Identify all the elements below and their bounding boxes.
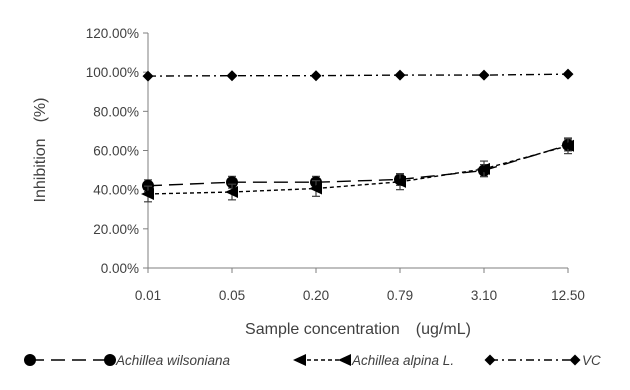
legend-label-1: Achillea alpina L.	[351, 353, 454, 368]
data-point-2	[562, 68, 574, 80]
y-tick-label: 100.00%	[86, 65, 139, 80]
legend-marker-0	[24, 354, 36, 366]
data-point-2	[478, 69, 490, 81]
data-point-1	[477, 162, 490, 175]
data-point-2	[226, 70, 238, 82]
legend-marker-2	[484, 354, 496, 366]
series-line-2	[147, 73, 569, 77]
legend-label-2: VC	[582, 353, 601, 368]
x-tick-label: 12.50	[551, 288, 585, 303]
data-point-1	[309, 182, 322, 195]
y-tick-label: 80.00%	[93, 104, 139, 119]
y-tick-label: 0.00%	[101, 261, 139, 276]
data-point-2	[310, 70, 322, 82]
data-point-2	[394, 69, 406, 81]
legend-marker-0	[104, 354, 116, 366]
data-point-1	[141, 187, 154, 200]
legend-marker-1	[338, 354, 351, 366]
x-axis-title: Sample concentration (ug/mL)	[245, 321, 471, 338]
x-tick-label: 0.79	[387, 288, 413, 303]
data-point-2	[142, 70, 154, 82]
x-tick-label: 3.10	[471, 288, 497, 303]
x-tick-label: 0.05	[219, 288, 245, 303]
legend-marker-2	[569, 354, 581, 366]
data-point-1	[393, 175, 406, 188]
data-point-1	[225, 186, 238, 199]
series-line-0	[147, 144, 569, 187]
y-tick-label: 120.00%	[86, 26, 139, 41]
y-tick-label: 40.00%	[93, 183, 139, 198]
legend-label-0: Achillea wilsoniana	[115, 353, 231, 368]
series-line-1	[147, 145, 569, 195]
data-point-0	[226, 176, 238, 189]
x-tick-label: 0.01	[135, 288, 161, 303]
x-tick-label: 0.20	[303, 288, 329, 303]
y-axis-title: Inhibition (%)	[32, 98, 49, 203]
y-tick-label: 60.00%	[93, 144, 139, 159]
y-tick-label: 20.00%	[93, 222, 139, 237]
data-point-1	[561, 139, 574, 152]
legend-marker-1	[293, 354, 306, 366]
